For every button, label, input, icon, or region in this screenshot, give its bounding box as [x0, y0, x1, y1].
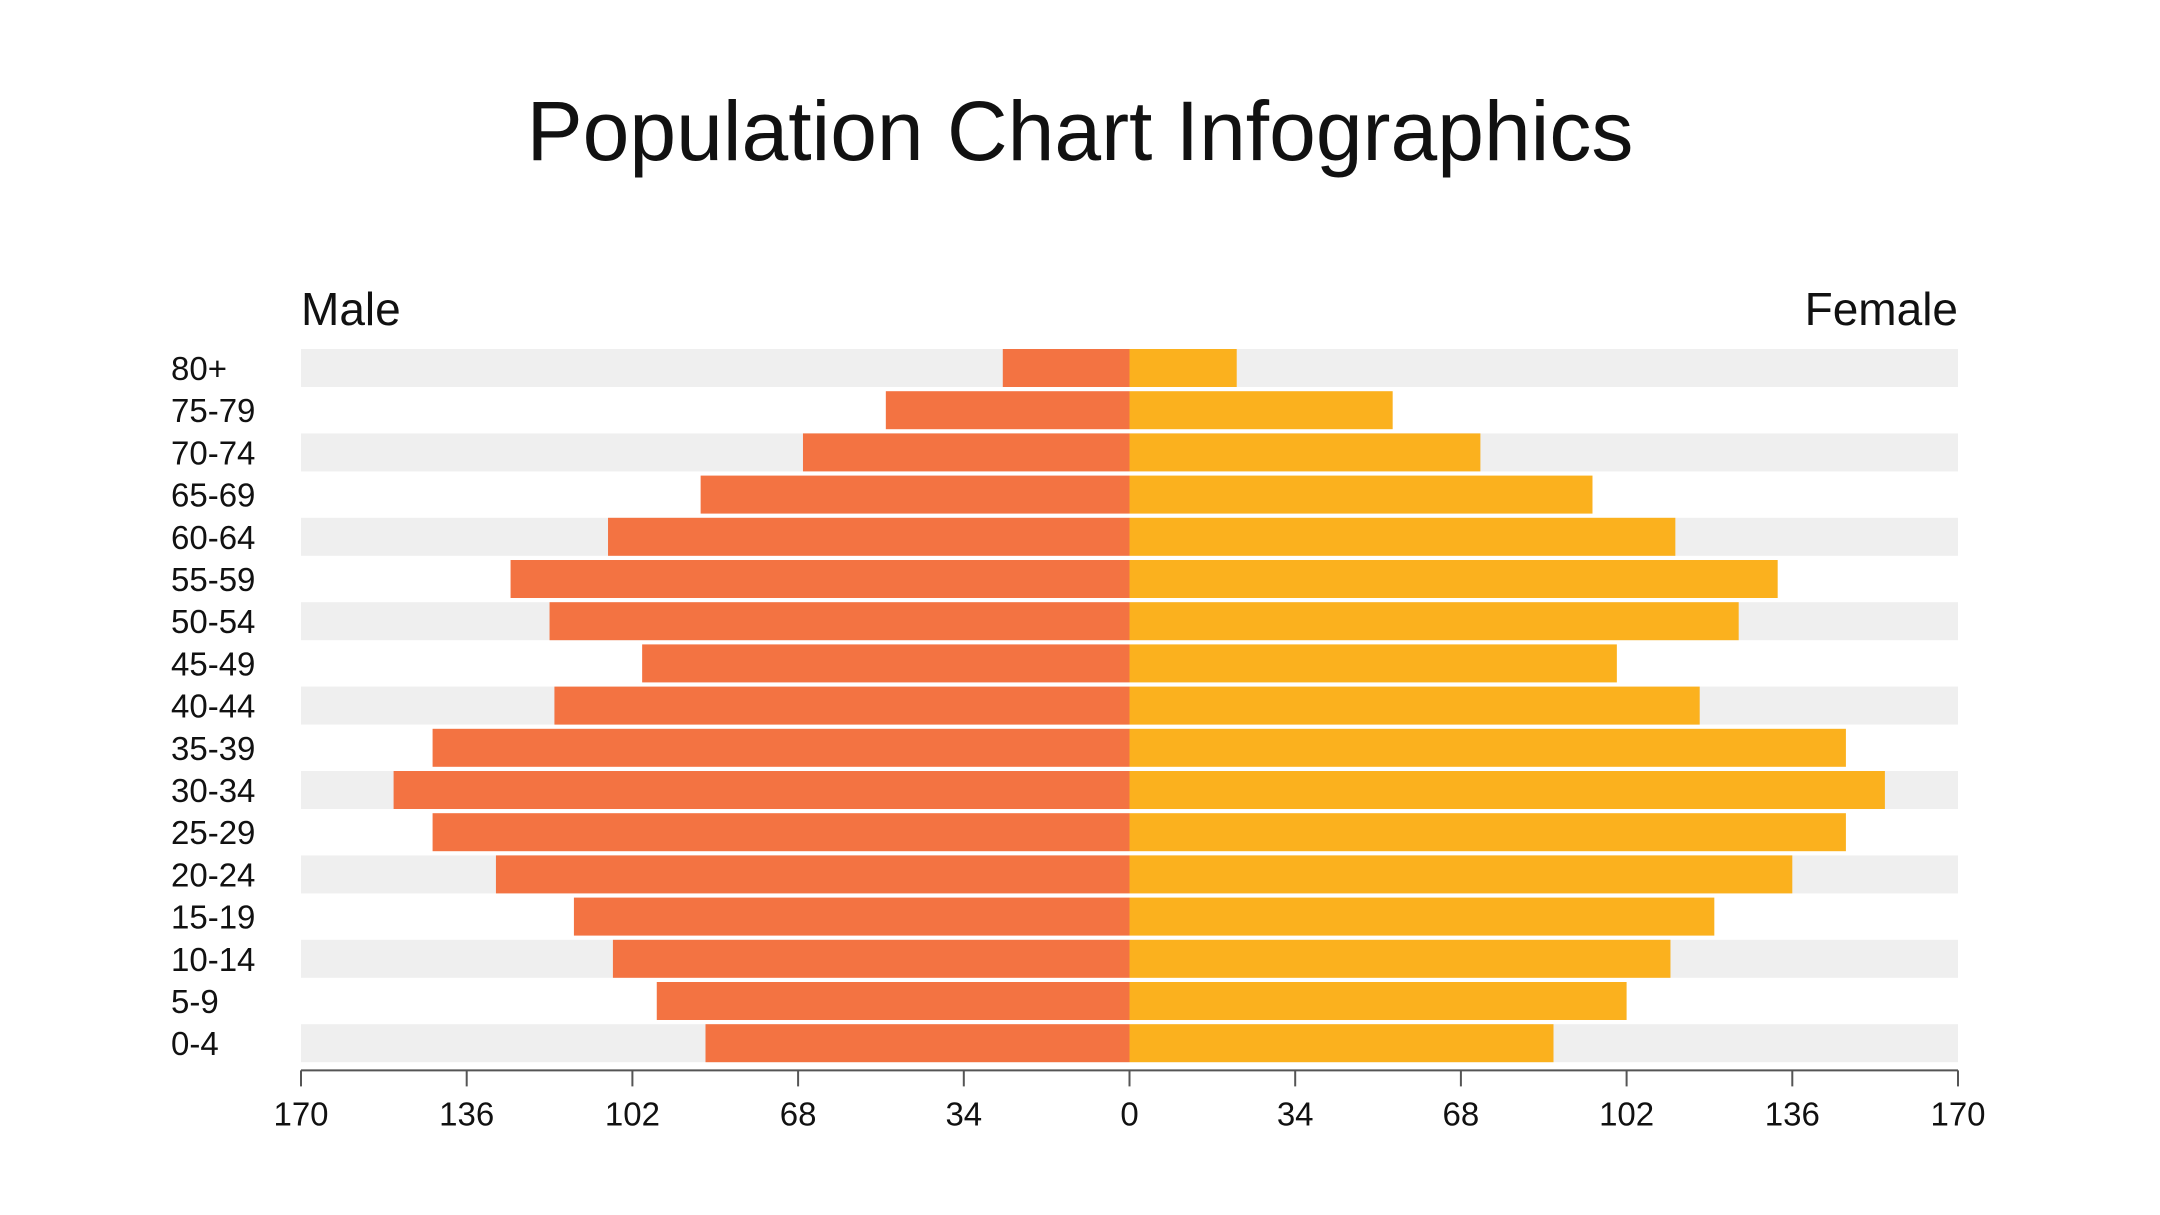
x-tick-label: 102 [1599, 1095, 1654, 1132]
category-label: 20-24 [171, 856, 255, 893]
bars [393, 349, 1885, 1063]
category-label: 5-9 [171, 983, 219, 1020]
female-bar-30-34 [1129, 771, 1885, 809]
male-bar-0-4 [705, 1024, 1130, 1063]
category-label: 70-74 [171, 434, 255, 471]
male-bar-50-54 [549, 602, 1130, 641]
male-bar-75-79 [885, 391, 1130, 430]
female-bar-5-9 [1129, 982, 1627, 1020]
male-bar-80+ [1002, 349, 1130, 387]
x-tick-label: 136 [1765, 1095, 1820, 1132]
category-label: 50-54 [171, 603, 255, 640]
male-bar-30-34 [393, 771, 1130, 809]
x-tick-label: 34 [1277, 1095, 1314, 1132]
category-label: 60-64 [171, 519, 255, 556]
category-label: 15-19 [171, 899, 255, 936]
female-bar-60-64 [1129, 517, 1676, 556]
female-bar-80+ [1129, 349, 1237, 387]
x-tick-label: 0 [1120, 1095, 1138, 1132]
x-axis: 170 136 102 68 34 0 34 68 102 136 170 [273, 1069, 1986, 1132]
male-bar-25-29 [432, 813, 1130, 852]
x-tick-label: 102 [605, 1095, 660, 1132]
male-bar-65-69 [700, 475, 1130, 514]
x-tick-label: 170 [1930, 1095, 1985, 1132]
male-bar-60-64 [608, 517, 1130, 556]
female-bar-55-59 [1129, 560, 1778, 598]
female-bar-35-39 [1129, 728, 1846, 767]
category-label: 55-59 [171, 561, 255, 598]
category-label: 0-4 [171, 1025, 219, 1062]
female-bar-20-24 [1129, 855, 1793, 894]
category-label: 80+ [171, 350, 227, 387]
male-bar-40-44 [554, 686, 1130, 725]
female-bar-50-54 [1129, 602, 1739, 641]
category-label: 30-34 [171, 772, 255, 809]
category-labels: 80+ 75-79 70-74 65-69 60-64 55-59 50-54 45-49 40… [171, 350, 255, 1062]
male-bar-45-49 [642, 644, 1130, 683]
category-label: 10-14 [171, 941, 255, 978]
category-label: 75-79 [171, 392, 255, 429]
male-bar-35-39 [432, 728, 1130, 767]
male-bar-15-19 [573, 897, 1130, 936]
female-bar-70-74 [1129, 433, 1481, 472]
male-bar-10-14 [612, 939, 1130, 978]
female-bar-45-49 [1129, 644, 1617, 683]
female-bar-25-29 [1129, 813, 1846, 852]
x-tick-label: 68 [780, 1095, 817, 1132]
x-tick-label: 170 [273, 1095, 328, 1132]
female-bar-75-79 [1129, 391, 1393, 430]
female-bar-10-14 [1129, 939, 1671, 978]
category-label: 65-69 [171, 477, 255, 514]
male-side-label: Male [301, 283, 401, 335]
female-bar-40-44 [1129, 686, 1700, 725]
male-bar-20-24 [495, 855, 1130, 894]
female-bar-15-19 [1129, 897, 1715, 936]
male-bar-70-74 [802, 433, 1130, 472]
x-tick-label: 68 [1443, 1095, 1480, 1132]
female-bar-65-69 [1129, 475, 1593, 514]
category-label: 25-29 [171, 814, 255, 851]
female-side-label: Female [1805, 283, 1958, 335]
category-label: 45-49 [171, 645, 255, 682]
category-label: 35-39 [171, 730, 255, 767]
category-label: 40-44 [171, 688, 255, 725]
x-tick-label: 136 [439, 1095, 494, 1132]
chart-title: Population Chart Infographics [527, 84, 1634, 178]
male-bar-55-59 [510, 560, 1130, 598]
female-bar-0-4 [1129, 1024, 1554, 1063]
x-tick-label: 34 [945, 1095, 982, 1132]
male-bar-5-9 [656, 982, 1130, 1020]
